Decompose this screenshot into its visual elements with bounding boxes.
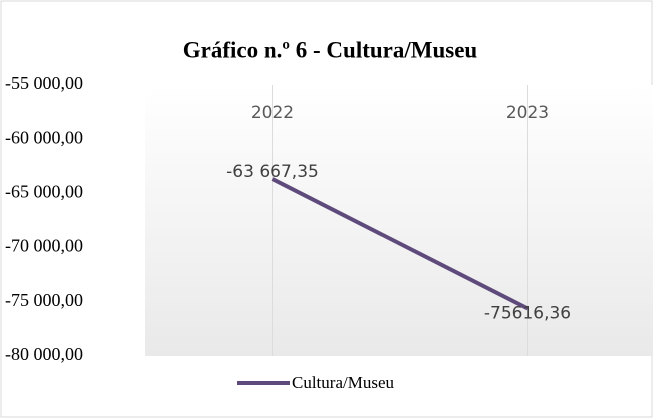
- legend-label: Cultura/Museu: [292, 373, 394, 392]
- x-tick-label: 2023: [506, 103, 549, 123]
- chart-title: Gráfico n.º 6 - Cultura/Museu: [183, 37, 478, 62]
- y-tick-label: -80 000,00: [5, 344, 83, 364]
- data-label: -75616,36: [484, 303, 571, 323]
- plot-area: [145, 85, 653, 356]
- data-label: -63 667,35: [226, 162, 319, 182]
- y-tick-label: -70 000,00: [5, 236, 83, 256]
- line-series: [271, 177, 529, 311]
- x-tick-label: 2022: [251, 103, 294, 123]
- y-tick-label: -55 000,00: [5, 73, 83, 93]
- y-tick-label: -75 000,00: [5, 290, 83, 310]
- y-tick-label: -60 000,00: [5, 127, 83, 147]
- y-tick-label: -65 000,00: [5, 182, 83, 202]
